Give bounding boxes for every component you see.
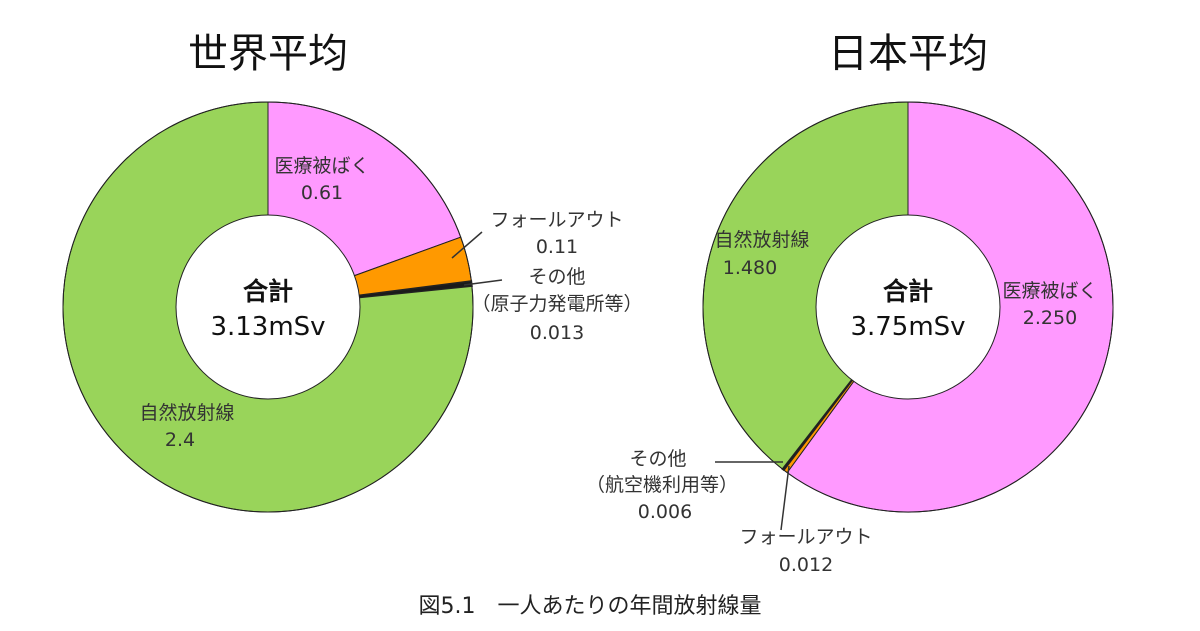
donut-hole	[175, 214, 361, 400]
slice-value-medical: 2.250	[1023, 307, 1077, 329]
slice-label-other: その他	[528, 266, 585, 288]
leader-line-other	[463, 279, 503, 286]
slice-sublabel-other: （原子力発電所等）	[471, 293, 642, 315]
total-value: 3.13mSv	[210, 312, 325, 342]
slice-sublabel-other: （航空機利用等）	[586, 474, 738, 496]
world-average-chart: 世界平均 合計 3.13mSv 医療被ばく 0.61 フォールアウト 0.11 …	[62, 31, 643, 513]
donut-outline	[62, 101, 474, 513]
slice-value-other: 0.006	[638, 501, 692, 523]
figure-caption: 図5.1 一人あたりの年間放射線量	[419, 594, 762, 619]
japan-average-chart: 日本平均 合計 3.75mSv 医療被ばく 2.250 自然放射線 1.480 …	[586, 31, 1114, 576]
slice-label-natural: 自然放射線	[139, 402, 234, 424]
total-label: 合計	[243, 277, 293, 306]
slice-value-other: 0.013	[530, 322, 584, 344]
total-value: 3.75mSv	[850, 312, 965, 342]
slice-label-medical: 医療被ばく	[1002, 280, 1097, 302]
chart-title: 世界平均	[188, 31, 348, 77]
slice-value-fallout: 0.012	[779, 554, 833, 576]
chart-title: 日本平均	[828, 31, 988, 77]
slice-value-natural: 1.480	[723, 257, 777, 279]
total-label: 合計	[883, 277, 933, 306]
donut-hole	[815, 214, 1001, 400]
slice-value-medical: 0.61	[301, 182, 343, 204]
leader-line-fallout	[451, 231, 483, 259]
slice-label-other: その他	[629, 448, 686, 470]
leader-line-fallout	[780, 465, 790, 531]
donut-outline	[702, 101, 1114, 513]
slice-label-natural: 自然放射線	[714, 229, 809, 251]
slice-value-natural: 2.4	[165, 429, 195, 451]
slice-label-medical: 医療被ばく	[274, 155, 369, 177]
slice-label-fallout: フォールアウト	[739, 526, 872, 548]
slice-label-fallout: フォールアウト	[490, 209, 623, 231]
slice-value-fallout: 0.11	[536, 236, 578, 258]
